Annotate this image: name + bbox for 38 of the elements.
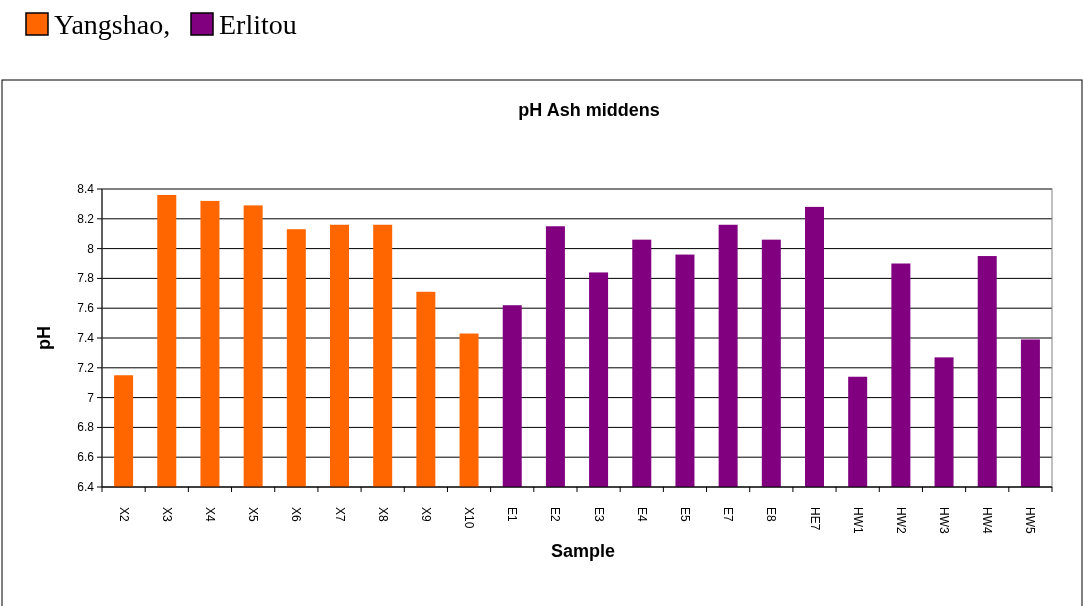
y-axis-title: pH [34, 326, 54, 350]
y-tick-label: 8.2 [77, 211, 95, 226]
x-tick-label: HE7 [807, 507, 822, 531]
y-tick-label: 7.4 [77, 331, 95, 345]
y-tick-label: 7.8 [77, 271, 95, 286]
x-tick-label: X10 [462, 507, 477, 529]
x-tick-label: E3 [591, 507, 606, 522]
y-tick-label: 7 [87, 390, 95, 405]
x-tick-label: HW1 [850, 507, 865, 534]
x-tick-label: E5 [677, 507, 692, 522]
chart-title: pH Ash middens [518, 100, 660, 120]
x-tick-label: X6 [289, 507, 304, 522]
x-axis-title: Sample [550, 541, 616, 561]
y-tick-label: 8 [87, 241, 95, 256]
y-tick-label: 7.2 [77, 360, 95, 375]
y-tick-label: 7.6 [77, 301, 95, 316]
x-tick-label: HW5 [1023, 507, 1038, 534]
legend-label: Erlitou [219, 9, 297, 40]
x-tick-label: X4 [202, 507, 217, 522]
x-tick-label: X8 [375, 507, 390, 522]
x-tick-label: E1 [505, 507, 520, 522]
x-tick-label: X3 [159, 507, 174, 522]
legend-label: Yangshao, [54, 9, 171, 40]
y-tick-label: 6.6 [77, 450, 95, 465]
x-tick-label: X7 [332, 507, 347, 522]
y-tick-label: 6.4 [77, 480, 95, 494]
x-tick-label: E8 [764, 507, 779, 522]
x-tick-label: X9 [418, 507, 433, 522]
x-tick-label: HW4 [980, 507, 995, 534]
x-tick-label: X2 [116, 507, 131, 522]
y-tick-label: 8.4 [77, 182, 95, 196]
x-tick-label: E2 [548, 507, 563, 522]
x-tick-label: X5 [246, 507, 261, 522]
x-tick-label: HW2 [893, 507, 908, 534]
x-tick-label: E4 [634, 507, 649, 522]
x-tick-label: E7 [721, 507, 736, 522]
x-tick-label: HW3 [937, 507, 952, 534]
y-tick-label: 6.8 [77, 420, 95, 435]
